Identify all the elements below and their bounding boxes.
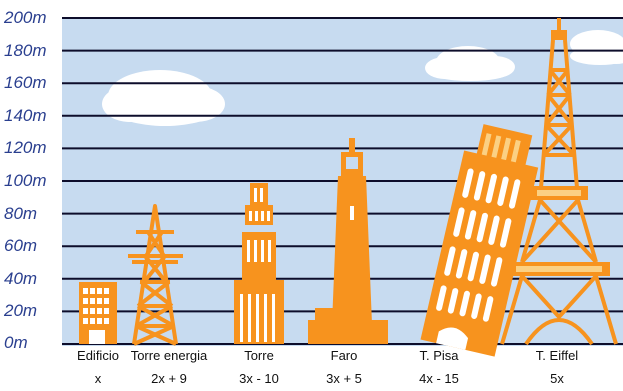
- building-name: Faro: [330, 348, 358, 363]
- cloud-right: [570, 30, 623, 65]
- y-tick-label: 0m: [4, 333, 28, 352]
- building-expression: 3x + 5: [326, 371, 362, 386]
- building-name: T. Eiffel: [535, 348, 579, 363]
- y-tick-label: 20m: [4, 301, 38, 320]
- lighthouse-icon: [308, 138, 388, 344]
- y-tick-label: 100m: [4, 171, 47, 190]
- building-name: T. Pisa: [419, 348, 459, 363]
- y-tick-label: 180m: [4, 41, 47, 60]
- y-tick-label: 40m: [4, 269, 38, 288]
- leaning-tower-icon: [420, 124, 539, 357]
- building-expression: 5x: [550, 371, 564, 386]
- y-tick-label: 200m: [4, 8, 47, 27]
- y-tick-label: 60m: [4, 236, 38, 255]
- building-expression: 2x + 9: [151, 371, 187, 386]
- power-pylon-icon: [128, 204, 183, 346]
- y-tick-label: 160m: [4, 73, 47, 92]
- building-name: Edificio: [77, 348, 119, 363]
- tower-icon: [234, 183, 284, 344]
- y-tick-label: 140m: [4, 106, 47, 125]
- building-name: Torre energia: [130, 348, 208, 363]
- building-expression: 3x - 10: [239, 371, 279, 386]
- y-tick-label: 80m: [4, 204, 38, 223]
- building-expression: x: [94, 371, 102, 386]
- office-building-icon: [79, 282, 117, 344]
- building-name: Torre: [244, 348, 274, 363]
- building-expression: 4x - 15: [419, 371, 459, 386]
- cloud-center: [425, 46, 515, 81]
- y-tick-label: 120m: [4, 138, 47, 157]
- eiffel-tower-icon: [500, 18, 618, 346]
